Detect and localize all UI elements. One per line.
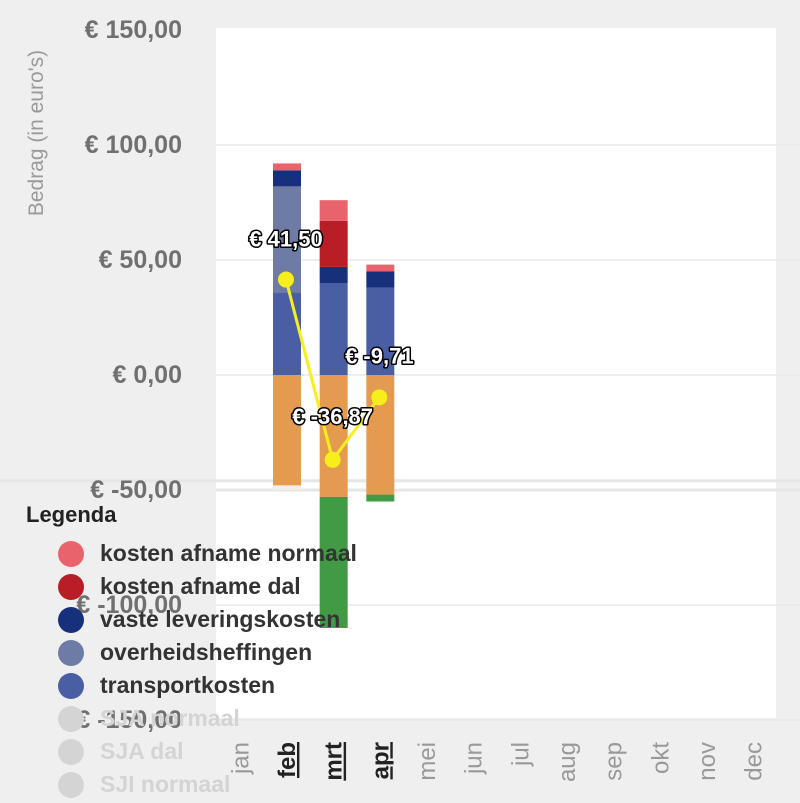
x-tick-label-jun: jun bbox=[461, 742, 488, 775]
legend-swatch bbox=[58, 738, 84, 765]
data-label-apr: € -9,71 bbox=[345, 343, 414, 368]
bar-segment-transportkosten-mrt bbox=[319, 283, 348, 375]
legend-label: overheidsheffingen bbox=[100, 639, 313, 665]
bar-segment-vaste-leveringskosten-apr bbox=[366, 271, 395, 288]
legend-title: Legenda bbox=[26, 502, 117, 527]
legend-label: transportkosten bbox=[100, 672, 276, 698]
legend-label: SJI normaal bbox=[100, 771, 231, 797]
legend-swatch bbox=[58, 606, 84, 633]
legend-item-kosten-afname-normaal[interactable]: kosten afname normaal bbox=[26, 537, 446, 570]
bar-segment-vaste-leveringskosten-feb bbox=[273, 170, 301, 187]
total-point-mrt bbox=[324, 451, 341, 468]
bar-segment-sja-dal-apr bbox=[366, 494, 395, 502]
bar-segment-vaste-leveringskosten-mrt bbox=[319, 266, 348, 283]
data-label-feb: € 41,50 bbox=[249, 227, 322, 252]
y-tick-label: € -50,00 bbox=[90, 476, 182, 504]
legend-item-sji-normaal[interactable]: SJI normaal bbox=[26, 768, 446, 801]
x-tick-label-apr: apr bbox=[367, 742, 394, 779]
y-tick-label: € 100,00 bbox=[85, 131, 182, 159]
data-label-mrt: € -36,87 bbox=[292, 404, 373, 429]
y-tick-label: € -100,00 bbox=[76, 591, 182, 619]
legend-label: kosten afname normaal bbox=[100, 540, 357, 566]
legend-item-sja-normaal[interactable]: SJA normaal bbox=[26, 702, 446, 735]
total-point-feb bbox=[278, 271, 294, 288]
x-tick-label-jan: jan bbox=[227, 742, 254, 775]
legend-label: SJA normaal bbox=[100, 705, 240, 731]
y-axis-label: Bedrag (in euro's) bbox=[25, 50, 48, 216]
x-tick-label-feb: feb bbox=[274, 742, 301, 778]
x-tick-label-sep: sep bbox=[601, 742, 628, 781]
legend-label: vaste leveringskosten bbox=[100, 606, 341, 632]
bar-segment-kosten-afname-normaal-apr bbox=[366, 264, 395, 272]
x-tick-label-jul: jul bbox=[507, 742, 534, 767]
legend: Legenda kosten afname normaal kosten afna… bbox=[26, 502, 446, 801]
bar-segment-kosten-afname-normaal-mrt bbox=[319, 200, 348, 221]
legend-swatch bbox=[58, 771, 84, 798]
legend-item-transportkosten[interactable]: transportkosten bbox=[26, 669, 446, 702]
bar-segment-transportkosten-feb bbox=[273, 292, 301, 375]
x-tick-label-aug: aug bbox=[554, 742, 581, 782]
bar-segment-sja-dal-mrt bbox=[319, 496, 348, 628]
legend-label: SJA dal bbox=[100, 738, 184, 764]
legend-label: kosten afname dal bbox=[100, 573, 301, 599]
legend-swatch bbox=[58, 540, 84, 567]
bar-segment-transportkosten-apr bbox=[366, 287, 395, 375]
bar-segment-sja-normaal-mrt bbox=[319, 375, 348, 497]
x-tick-label-mei: mei bbox=[414, 742, 441, 781]
bar-segment-sja-normaal-feb bbox=[273, 375, 301, 486]
x-tick-label-okt: okt bbox=[647, 742, 674, 774]
legend-item-vaste-leveringskosten[interactable]: vaste leveringskosten bbox=[26, 603, 446, 636]
y-tick-label: € 0,00 bbox=[112, 361, 182, 389]
legend-item-overheidsheffingen[interactable]: overheidsheffingen bbox=[26, 636, 446, 669]
x-tick-label-dec: dec bbox=[741, 742, 768, 781]
legend-item-kosten-afname-dal[interactable]: kosten afname dal bbox=[26, 570, 446, 603]
bar-segment-kosten-afname-dal-mrt bbox=[319, 220, 348, 267]
total-point-apr bbox=[371, 389, 388, 406]
x-tick-label-nov: nov bbox=[694, 742, 721, 781]
legend-swatch bbox=[58, 573, 84, 600]
legend-swatch bbox=[58, 705, 84, 732]
y-tick-label: € -150,00 bbox=[76, 706, 182, 734]
legend-item-sja-dal[interactable]: SJA dal bbox=[26, 735, 446, 768]
y-tick-label: € 50,00 bbox=[99, 246, 182, 274]
legend-swatch bbox=[58, 672, 84, 699]
x-tick-label-mrt: mrt bbox=[321, 742, 348, 781]
bar-segment-sji-normaal-feb bbox=[273, 485, 301, 490]
bar-segment-kosten-afname-normaal-feb bbox=[273, 163, 301, 171]
legend-swatch bbox=[58, 639, 84, 666]
y-tick-label: € 150,00 bbox=[85, 16, 182, 44]
